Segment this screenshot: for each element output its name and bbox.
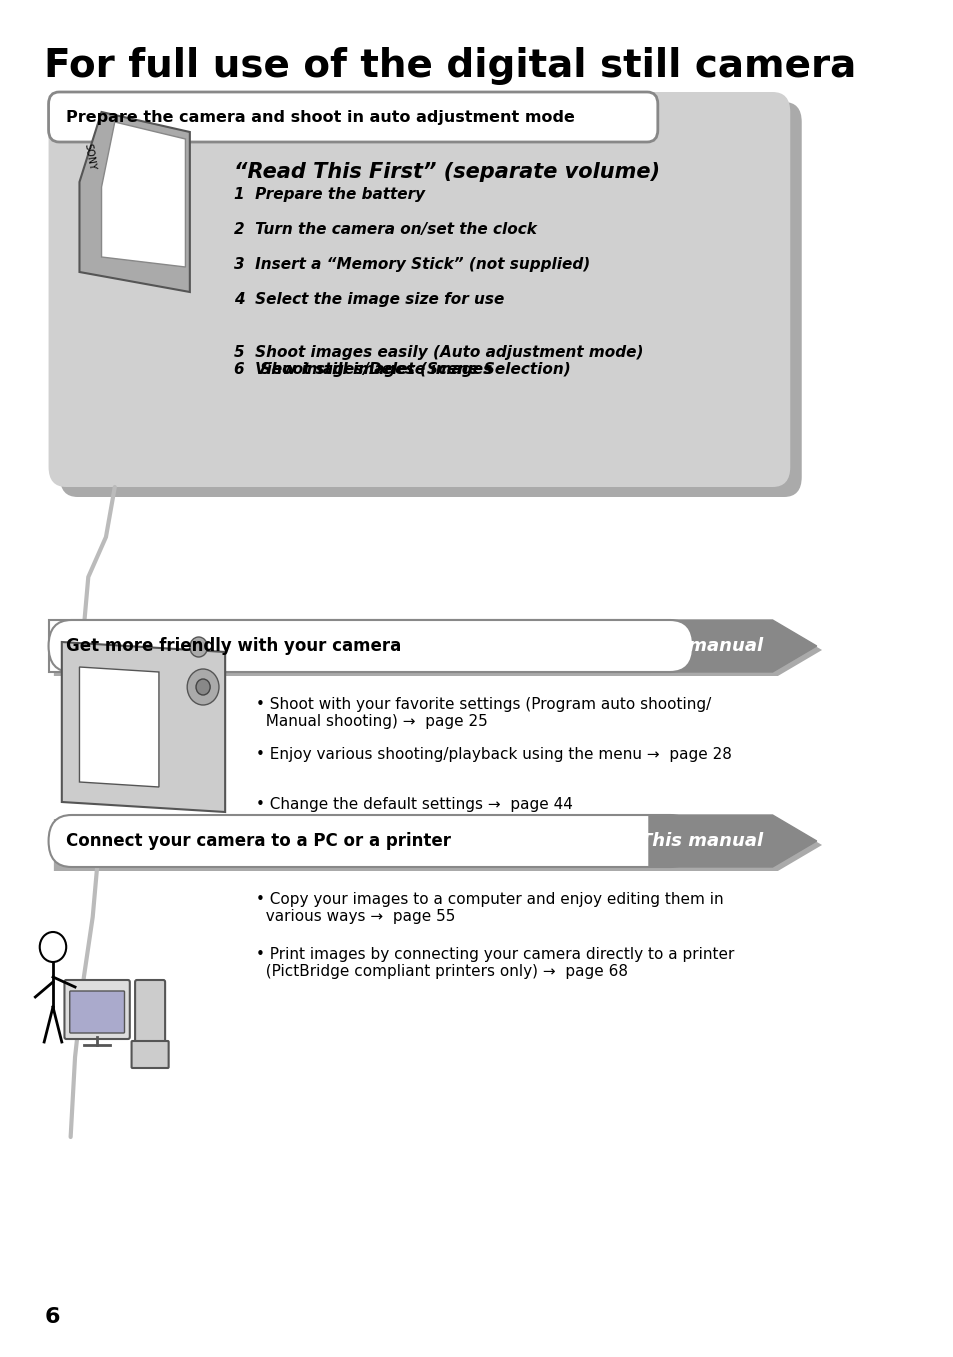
Text: This manual: This manual [639,636,762,655]
Circle shape [40,932,66,962]
Text: For full use of the digital still camera: For full use of the digital still camera [44,47,856,85]
FancyBboxPatch shape [65,980,130,1039]
Polygon shape [49,620,648,672]
FancyBboxPatch shape [135,980,165,1054]
Polygon shape [79,668,159,787]
Text: “Read This First” (separate volume): “Read This First” (separate volume) [233,161,659,182]
FancyBboxPatch shape [49,620,693,672]
FancyBboxPatch shape [70,991,125,1033]
Polygon shape [53,624,821,676]
Circle shape [190,636,208,657]
Polygon shape [79,113,190,292]
Text: • Print images by connecting your camera directly to a printer
  (PictBridge com: • Print images by connecting your camera… [255,947,734,980]
Text: • Change the default settings →  page 44: • Change the default settings → page 44 [255,797,573,811]
Text: 1  Prepare the battery: 1 Prepare the battery [233,187,425,202]
FancyBboxPatch shape [49,92,789,487]
Text: Prepare the camera and shoot in auto adjustment mode: Prepare the camera and shoot in auto adj… [66,110,575,125]
Circle shape [187,669,219,706]
FancyBboxPatch shape [60,102,801,497]
Text: 5  Shoot images easily (Auto adjustment mode)
     Shoot still images (Scene Sel: 5 Shoot images easily (Auto adjustment m… [233,345,643,377]
Text: This manual: This manual [639,832,762,849]
Text: 4  Select the image size for use: 4 Select the image size for use [233,292,504,307]
FancyBboxPatch shape [132,1041,169,1068]
Polygon shape [101,122,185,267]
Polygon shape [648,620,816,672]
Polygon shape [62,642,225,811]
Text: • Shoot with your favorite settings (Program auto shooting/
  Manual shooting) →: • Shoot with your favorite settings (Pro… [255,697,711,730]
Polygon shape [53,820,821,871]
Circle shape [195,678,210,695]
Text: 2  Turn the camera on/set the clock: 2 Turn the camera on/set the clock [233,223,537,237]
Text: • Copy your images to a computer and enjoy editing them in
  various ways →  pag: • Copy your images to a computer and enj… [255,892,723,924]
Text: • Enjoy various shooting/playback using the menu →  page 28: • Enjoy various shooting/playback using … [255,746,731,763]
Polygon shape [648,816,816,867]
FancyBboxPatch shape [49,92,658,142]
Text: 6  View images/Delete images: 6 View images/Delete images [233,362,492,377]
Text: 3  Insert a “Memory Stick” (not supplied): 3 Insert a “Memory Stick” (not supplied) [233,256,590,271]
Text: Get more friendly with your camera: Get more friendly with your camera [66,636,401,655]
Text: Connect your camera to a PC or a printer: Connect your camera to a PC or a printer [66,832,451,849]
FancyBboxPatch shape [49,816,693,867]
Text: SONY: SONY [83,142,97,171]
Text: 6: 6 [44,1307,60,1327]
